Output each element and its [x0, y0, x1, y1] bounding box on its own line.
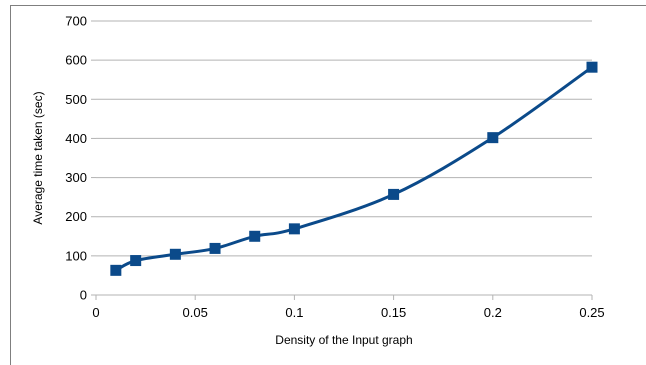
- data-point: [130, 255, 142, 267]
- x-tick-label: 0.2: [484, 305, 502, 320]
- y-tick-label: 600: [65, 53, 87, 68]
- series-line: [115, 65, 593, 272]
- grid-lines: [96, 20, 592, 257]
- y-tick-label: 400: [65, 131, 87, 146]
- x-tick-label: 0.1: [285, 305, 303, 320]
- y-axis-title: Average time taken (sec): [31, 91, 45, 224]
- data-point: [249, 230, 261, 242]
- y-tick-labels: 0 100 200 300 400 500 600 700: [65, 14, 87, 303]
- x-axis-title: Density of the Input graph: [275, 333, 412, 347]
- y-tick-label: 700: [65, 14, 87, 29]
- data-point: [169, 248, 181, 260]
- data-point: [209, 242, 221, 254]
- y-tick-label: 100: [65, 248, 87, 263]
- data-point: [110, 264, 122, 276]
- y-tick-label: 300: [65, 170, 87, 185]
- y-tick-label: 200: [65, 209, 87, 224]
- data-point: [586, 61, 598, 73]
- chart-frame: [10, 5, 646, 365]
- x-tick-label: 0.05: [183, 305, 208, 320]
- x-tick-label: 0.15: [381, 305, 406, 320]
- x-tick-label: 0.25: [579, 305, 604, 320]
- data-point: [388, 188, 400, 200]
- series: [110, 61, 598, 276]
- x-tick-labels: 0 0.05 0.1 0.15 0.2 0.25: [92, 305, 604, 320]
- y-tick-label: 0: [80, 288, 87, 303]
- y-tick-label: 500: [65, 92, 87, 107]
- data-point: [288, 223, 300, 235]
- axes: [91, 20, 593, 300]
- x-tick-label: 0: [92, 305, 99, 320]
- data-point: [487, 132, 499, 144]
